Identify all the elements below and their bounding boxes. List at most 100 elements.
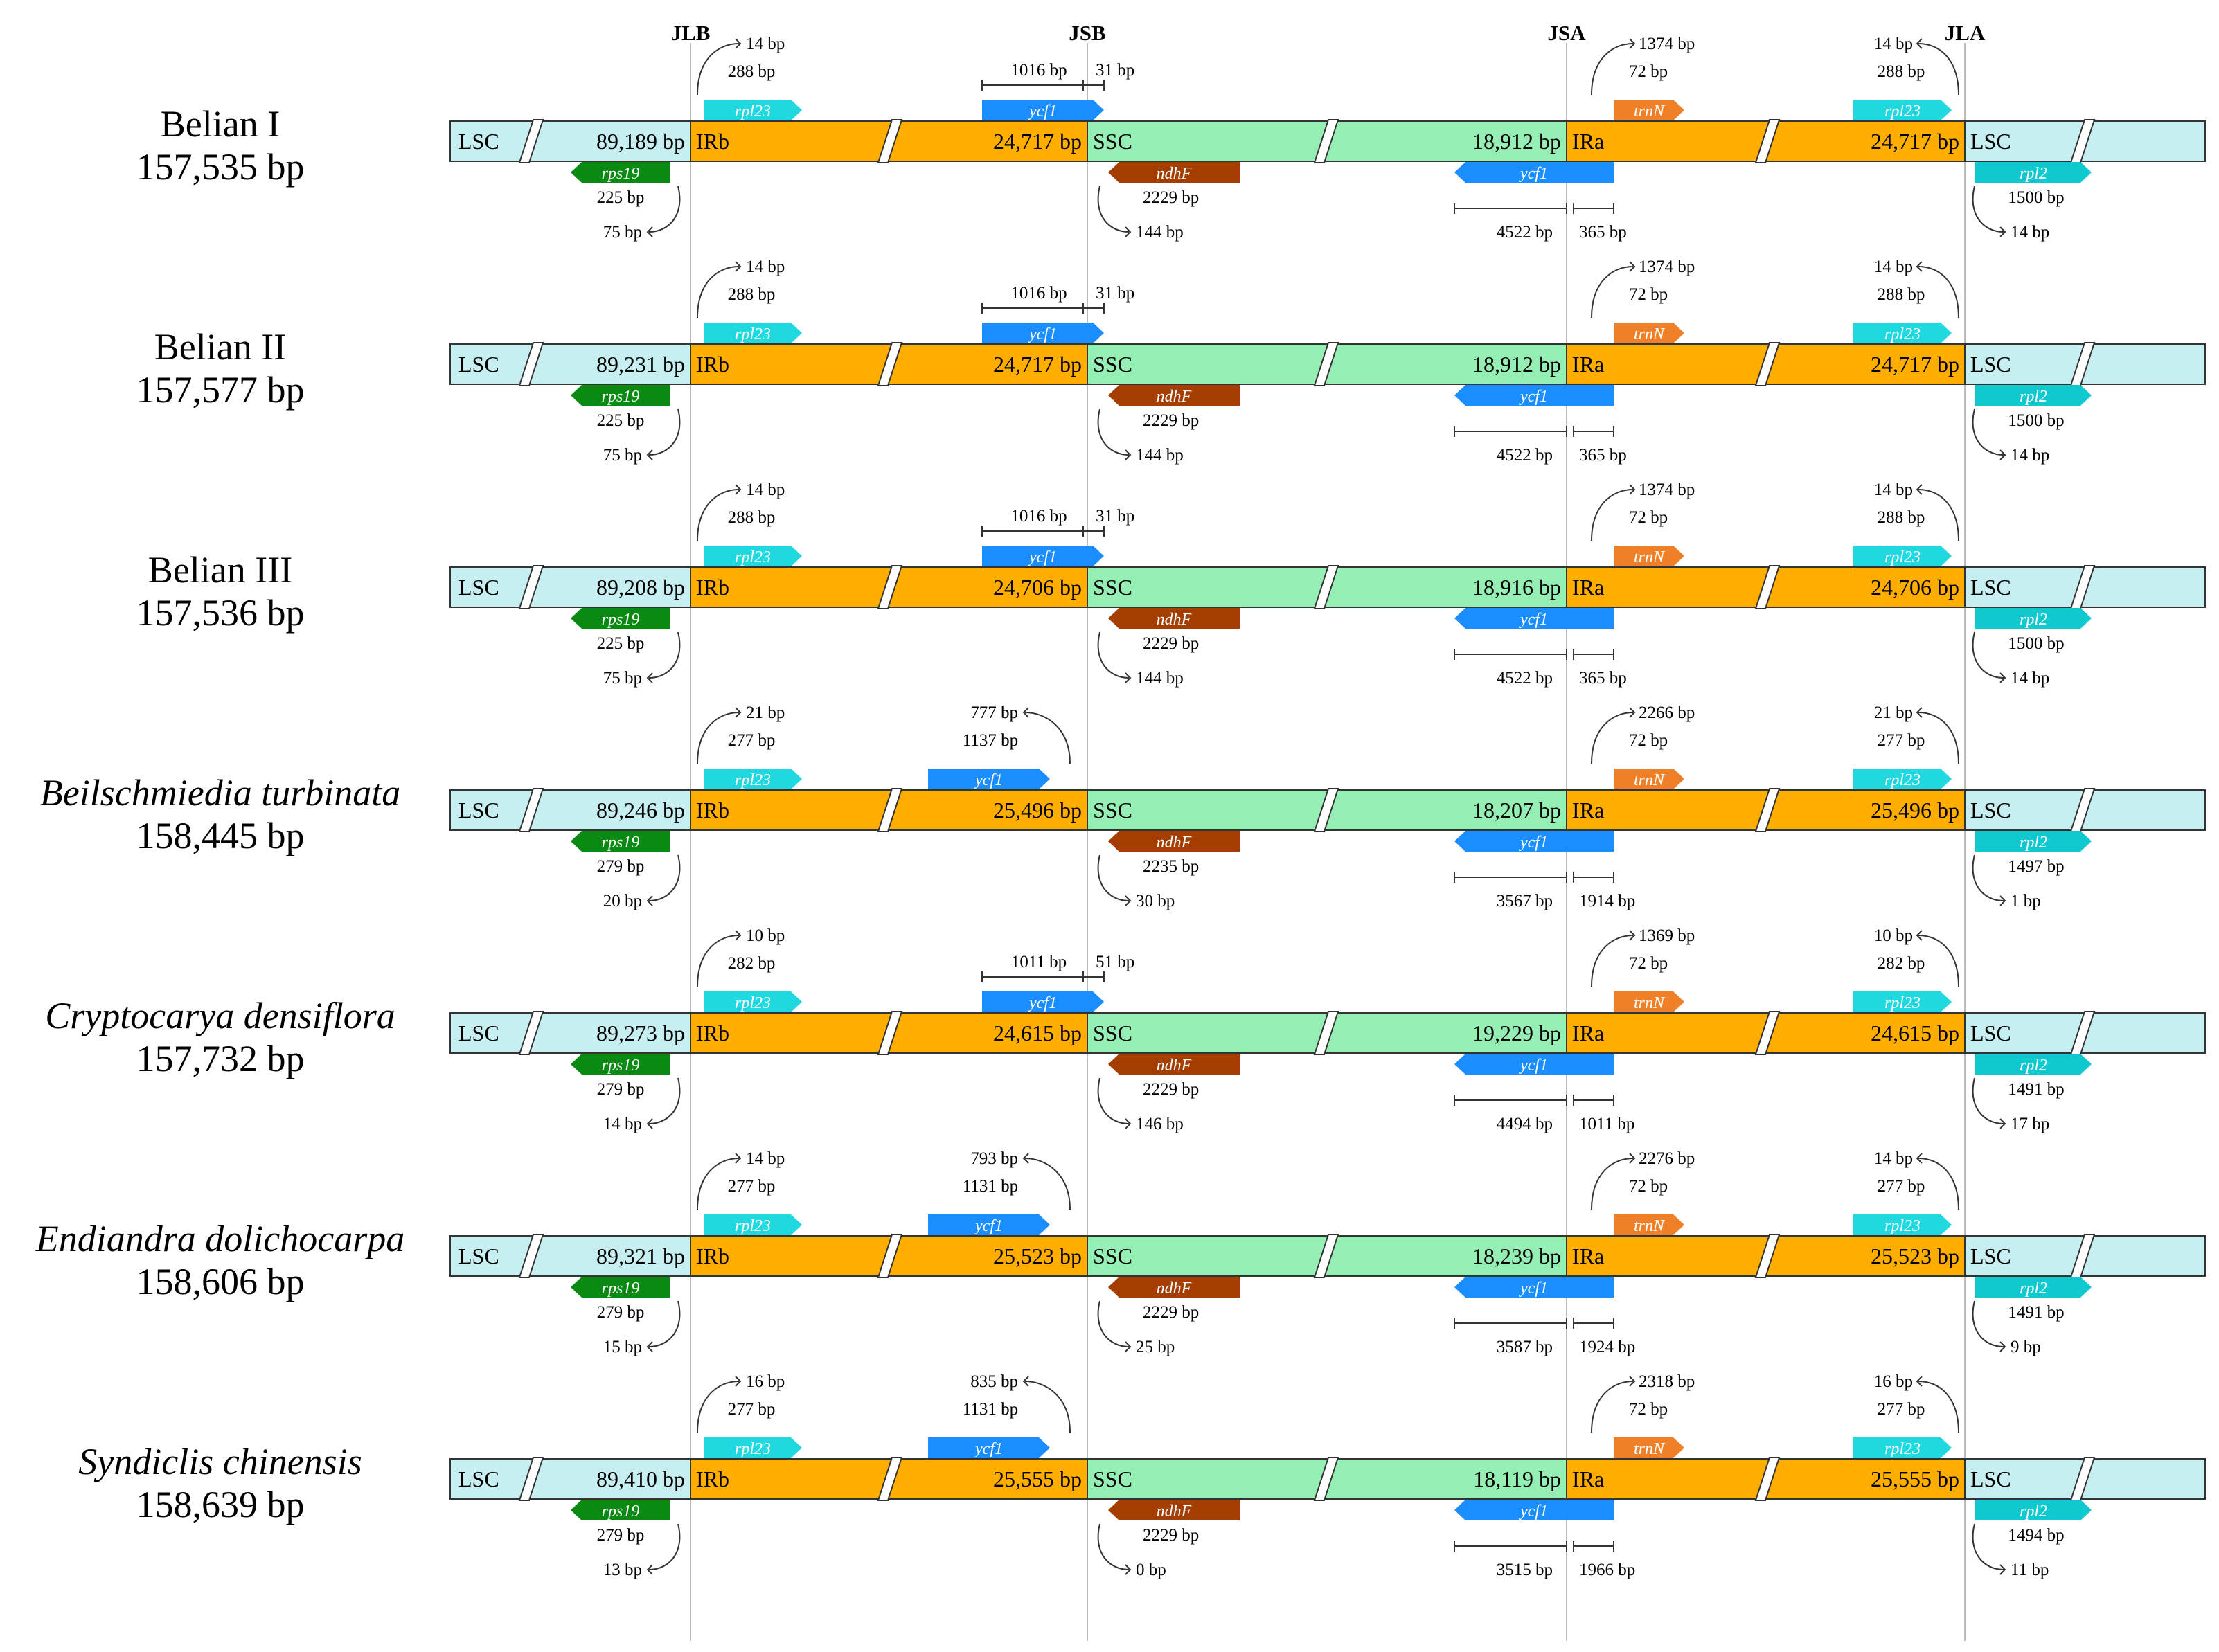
ycf1-irb-gene-arrow <box>928 769 1050 789</box>
irb-length: 24,717 bp <box>993 129 1082 154</box>
irb-label: IRb <box>696 798 729 823</box>
rpl2-gene-label: rpl2 <box>2020 1057 2047 1075</box>
irb-break <box>877 1234 903 1278</box>
ycf1-ssc-gene-arrow <box>1454 1054 1614 1075</box>
rpl23-right-length: 288 bp <box>1878 285 1925 304</box>
rpl23-left-curve <box>697 1381 740 1433</box>
rps19-gene-arrow <box>571 608 670 629</box>
rpl2-curve <box>1972 1300 2004 1347</box>
lsc-length: 89,410 bp <box>596 1466 685 1491</box>
ira-break <box>1754 1457 1781 1501</box>
ycf1-ssc-gene: ycf1 <box>1454 385 1614 406</box>
lsc-label: LSC <box>458 1021 499 1045</box>
rps19-gene-arrow <box>571 831 670 852</box>
junction-label-jla: JLA <box>1945 21 1986 45</box>
rpl23-right-gene-arrow <box>1853 991 1952 1012</box>
irb-length: 24,717 bp <box>993 352 1082 377</box>
arrowhead <box>1916 707 1923 718</box>
ycf1-ira-bracket <box>1573 1541 1614 1552</box>
ndhF-gene: ndhF <box>1108 1054 1240 1075</box>
ycf1-ssc-gene: ycf1 <box>1454 162 1614 183</box>
ycf1-ssc-gene: ycf1 <box>1454 1500 1614 1520</box>
rps19-overlap: 14 bp <box>603 1115 642 1133</box>
rpl23-left-overlap: 10 bp <box>746 926 785 945</box>
rpl23-right-curve <box>1918 1381 1959 1433</box>
rpl2-gene-label: rpl2 <box>2020 834 2047 852</box>
arrowhead <box>1999 449 2006 460</box>
genome-size: 158,639 bp <box>136 1484 305 1525</box>
ndhF-distance: 144 bp <box>1136 223 1184 242</box>
rpl23-left-curve <box>697 43 740 96</box>
trnN-gene: trnN <box>1614 1214 1684 1235</box>
arrowhead <box>1125 226 1132 237</box>
ndhF-curve <box>1097 1523 1130 1570</box>
ssc-break <box>1313 788 1339 832</box>
rpl23-left-length: 277 bp <box>728 1400 776 1419</box>
rpl23-left-gene: rpl23 <box>704 323 802 343</box>
ssc-length: 18,916 bp <box>1472 575 1561 600</box>
rps19-length: 225 bp <box>597 188 645 207</box>
rps19-length: 225 bp <box>597 411 645 430</box>
trnN-curve <box>1591 712 1634 764</box>
ndhF-curve <box>1097 631 1130 679</box>
rps19-gene-label: rps19 <box>602 834 640 852</box>
arrowhead <box>1125 1341 1132 1352</box>
rps19-overlap: 13 bp <box>603 1561 642 1579</box>
ndhF-distance: 144 bp <box>1136 446 1184 465</box>
ycf1-irb-ir-length: 1011 bp <box>1011 953 1067 971</box>
ycf1-ssc-gene: ycf1 <box>1454 1054 1614 1075</box>
ycf1-irb-gene-label: ycf1 <box>974 1217 1003 1235</box>
arrowhead <box>1916 484 1923 495</box>
ycf1-irb-gene-arrow <box>928 1437 1050 1458</box>
ycf1-ssc-length: 4494 bp <box>1497 1115 1553 1133</box>
ndhF-gene-label: ndhF <box>1157 611 1192 629</box>
trnN-curve <box>1591 1381 1634 1433</box>
ndhF-distance: 30 bp <box>1136 892 1175 910</box>
lsc-label: LSC <box>458 575 499 600</box>
lsc-label: LSC <box>458 798 499 823</box>
ira-label: IRa <box>1572 798 1604 823</box>
trnN-gene-label: trnN <box>1634 548 1666 566</box>
ycf1-irb-distance: 793 bp <box>970 1149 1018 1168</box>
ycf1-irb-ir-length: 1016 bp <box>1010 507 1067 526</box>
irb-break <box>877 788 903 832</box>
ira-length: 24,717 bp <box>1871 352 1959 377</box>
irb-break <box>877 1457 903 1501</box>
rps19-curve <box>648 1300 681 1347</box>
ycf1-irb-gene-arrow <box>928 1214 1050 1235</box>
genome-name: Belian I <box>161 103 280 145</box>
arrowhead <box>1916 1153 1923 1164</box>
ssc-label: SSC <box>1093 575 1132 600</box>
rpl23-left-curve <box>697 266 740 318</box>
ycf1-ssc-gene-label: ycf1 <box>1519 1280 1548 1298</box>
ira-label: IRa <box>1572 1021 1604 1045</box>
trnN-distance: 2266 bp <box>1639 703 1695 722</box>
ycf1-ssc-gene-arrow <box>1454 385 1614 406</box>
ycf1-irb-ir-bracket <box>981 303 1084 314</box>
arrowhead <box>1999 895 2006 906</box>
rpl2-distance: 9 bp <box>2011 1338 2041 1356</box>
rpl23-right-gene-label: rpl23 <box>1884 994 1921 1012</box>
arrowhead <box>1629 930 1636 941</box>
ycf1-ssc-length: 3567 bp <box>1497 892 1553 910</box>
ycf1-irb-gene-arrow <box>982 323 1104 343</box>
arrowhead <box>735 1376 742 1387</box>
ycf1-irb-ssc-length: 31 bp <box>1096 284 1134 303</box>
ycf1-irb-ssc-bracket <box>1082 971 1105 982</box>
rps19-length: 279 bp <box>597 1526 645 1545</box>
rpl23-right-length: 277 bp <box>1878 1400 1925 1419</box>
lsc-length: 89,246 bp <box>596 798 685 823</box>
genome-name: Cryptocarya densiflora <box>45 995 395 1036</box>
arrowhead <box>1999 226 2006 237</box>
ndhF-gene: ndhF <box>1108 1277 1240 1298</box>
rpl23-left-length: 277 bp <box>728 1177 776 1196</box>
trnN-length: 72 bp <box>1629 954 1668 973</box>
rps19-gene-arrow <box>571 1277 670 1298</box>
rps19-gene: rps19 <box>571 831 670 852</box>
rpl23-right-gene: rpl23 <box>1853 323 1952 343</box>
ycf1-irb-gene: ycf1 <box>982 100 1104 120</box>
trnN-curve <box>1591 266 1634 318</box>
